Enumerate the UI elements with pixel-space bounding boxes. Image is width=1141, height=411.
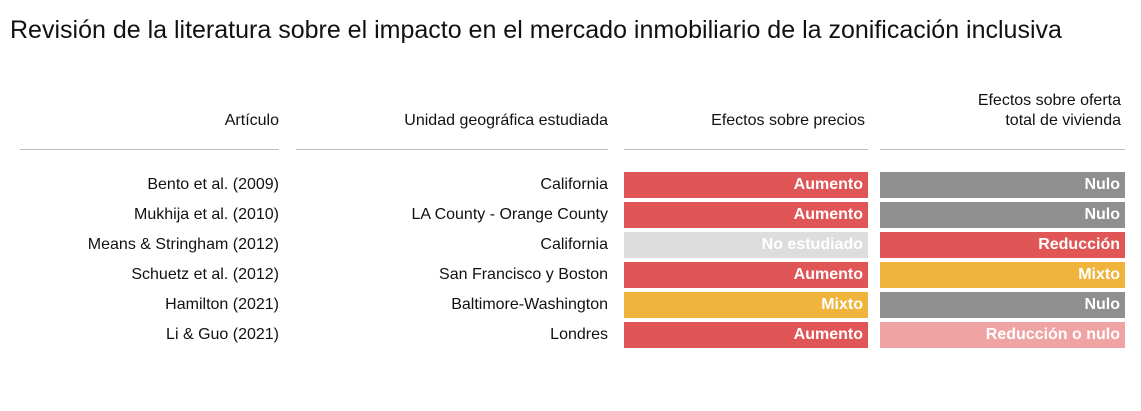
header-supply-line2: total de vivienda: [1005, 112, 1121, 129]
row-article: Schuetz et al. (2012): [131, 266, 279, 283]
price-effect-cell: No estudiado: [624, 232, 868, 258]
row-article: Means & Stringham (2012): [87, 236, 279, 253]
header-rule-geo: [296, 149, 608, 150]
header-supply: Efectos sobre oferta total de vivienda: [880, 91, 1121, 131]
price-effect-cell: Aumento: [624, 172, 868, 198]
row-geo: LA County - Orange County: [411, 206, 608, 223]
row-geo: California: [540, 176, 608, 193]
header-rule-article: [20, 149, 279, 150]
row-geo: Baltimore-Washington: [451, 296, 608, 313]
price-effect-cell: Aumento: [624, 202, 868, 228]
header-rule-prices: [624, 149, 868, 150]
supply-effect-cell: Reducción: [880, 232, 1125, 258]
header-supply-line1: Efectos sobre oferta: [977, 92, 1121, 109]
row-article: Mukhija et al. (2010): [134, 206, 279, 223]
price-effect-cell: Aumento: [624, 322, 868, 348]
row-geo: Londres: [550, 326, 608, 343]
price-effect-cell: Aumento: [624, 262, 868, 288]
chart-title: Revisión de la literatura sobre el impac…: [10, 16, 1062, 44]
supply-effect-cell: Reducción o nulo: [880, 322, 1125, 348]
header-geo: Unidad geográfica estudiada: [404, 112, 608, 129]
header-rule-supply: [880, 149, 1125, 150]
row-article: Li & Guo (2021): [166, 326, 279, 343]
price-effect-cell: Mixto: [624, 292, 868, 318]
supply-effect-cell: Mixto: [880, 262, 1125, 288]
row-article: Hamilton (2021): [165, 296, 279, 313]
row-article: Bento et al. (2009): [147, 176, 279, 193]
supply-effect-cell: Nulo: [880, 172, 1125, 198]
supply-effect-cell: Nulo: [880, 292, 1125, 318]
header-article: Artículo: [224, 112, 279, 129]
header-prices: Efectos sobre precios: [711, 112, 865, 129]
row-geo: California: [540, 236, 608, 253]
row-geo: San Francisco y Boston: [439, 266, 608, 283]
supply-effect-cell: Nulo: [880, 202, 1125, 228]
